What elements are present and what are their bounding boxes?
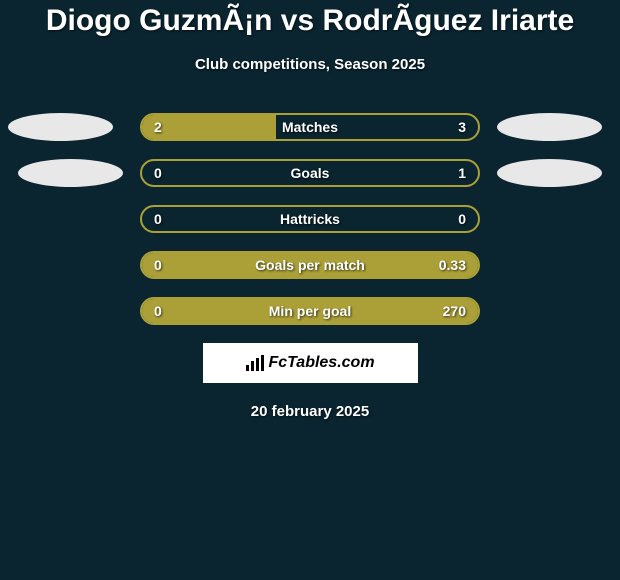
stat-label: Matches [282, 115, 338, 139]
stat-row-goals: 0 Goals 1 [140, 159, 480, 187]
logo-text: FcTables.com [268, 354, 374, 372]
stat-right-value: 0.33 [439, 253, 466, 277]
stat-right-value: 1 [458, 161, 466, 185]
stat-label: Goals per match [255, 253, 365, 277]
stat-row-min-per-goal: 0 Min per goal 270 [140, 297, 480, 325]
stat-label: Hattricks [280, 207, 340, 231]
stat-right-value: 3 [458, 115, 466, 139]
stat-left-value: 0 [154, 207, 162, 231]
stat-fill-left [142, 115, 276, 139]
stats-area: 2 Matches 3 0 Goals 1 0 Hattricks 0 0 Go… [0, 113, 620, 325]
stat-row-matches: 2 Matches 3 [140, 113, 480, 141]
stat-left-value: 2 [154, 115, 162, 139]
logo: FcTables.com [245, 354, 374, 372]
bar-chart-icon [245, 355, 265, 371]
player1-image [8, 113, 113, 141]
stat-label: Goals [291, 161, 330, 185]
page-title: Diogo GuzmÃ¡n vs RodrÃ­guez Iriarte [0, 0, 620, 38]
player1-image [18, 159, 123, 187]
subtitle: Club competitions, Season 2025 [0, 56, 620, 73]
player2-image [497, 113, 602, 141]
player2-image [497, 159, 602, 187]
stat-left-value: 0 [154, 253, 162, 277]
stat-right-value: 270 [443, 299, 466, 323]
logo-box: FcTables.com [203, 343, 418, 383]
stat-right-value: 0 [458, 207, 466, 231]
stat-left-value: 0 [154, 299, 162, 323]
stat-label: Min per goal [269, 299, 351, 323]
date-text: 20 february 2025 [0, 403, 620, 420]
stat-row-goals-per-match: 0 Goals per match 0.33 [140, 251, 480, 279]
stat-left-value: 0 [154, 161, 162, 185]
stat-row-hattricks: 0 Hattricks 0 [140, 205, 480, 233]
